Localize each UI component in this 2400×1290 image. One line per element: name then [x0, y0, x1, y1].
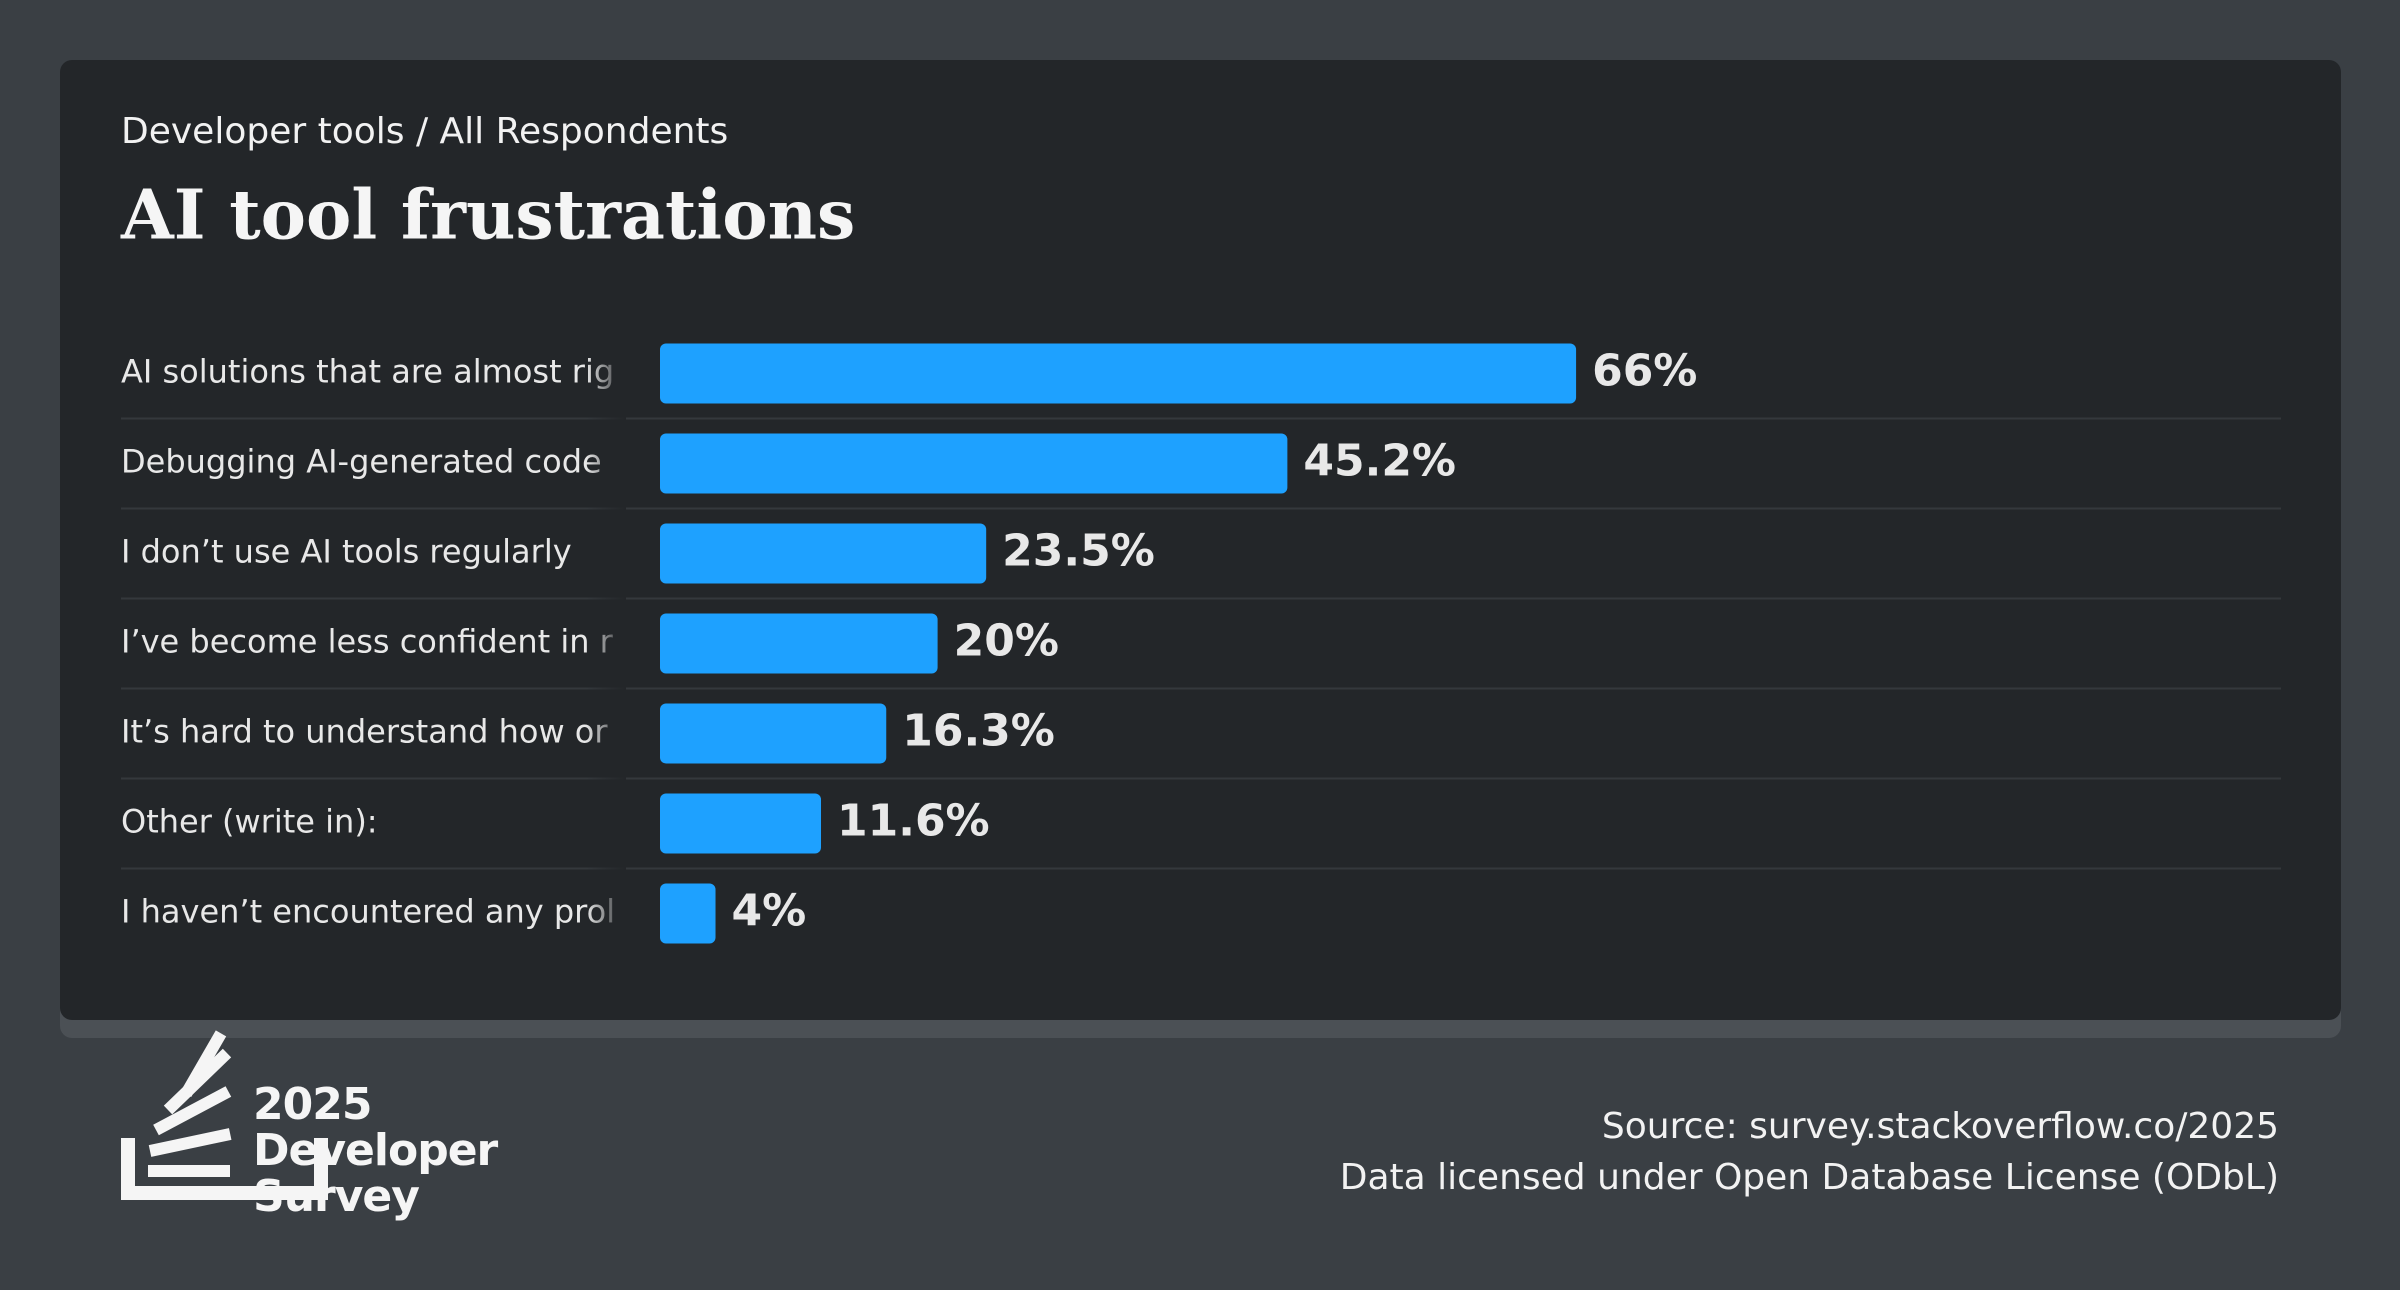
- bar: [660, 883, 716, 944]
- bar: [660, 523, 987, 584]
- category-label: I don’t use AI tools regularly: [121, 533, 572, 571]
- bar: [660, 703, 887, 764]
- category-label: I’ve become less confident in r: [121, 623, 614, 661]
- logo-bar: [153, 1086, 232, 1136]
- chart-title: AI tool frustrations: [120, 176, 855, 256]
- source: Source: survey.stackoverflow.co/2025: [1602, 1106, 2279, 1147]
- value-label: 45.2%: [1303, 436, 1456, 487]
- category-label: Debugging AI-generated code: [121, 443, 602, 481]
- license: Data licensed under Open Database Licens…: [1340, 1157, 2279, 1198]
- bar: [660, 793, 822, 854]
- value-label: 23.5%: [1002, 526, 1155, 577]
- card: [60, 60, 2341, 1020]
- logo-bar: [180, 1030, 227, 1097]
- value-label: 20%: [954, 616, 1059, 667]
- value-label: 66%: [1592, 346, 1697, 397]
- bar: [660, 343, 1577, 404]
- value-label: 11.6%: [837, 796, 990, 847]
- bar: [660, 613, 938, 674]
- logo-bar: [148, 1165, 230, 1177]
- bar: [660, 433, 1288, 494]
- value-label: 16.3%: [902, 706, 1055, 757]
- category-label: AI solutions that are almost rig: [121, 353, 614, 391]
- logo-tray: [121, 1138, 328, 1200]
- value-label: 4%: [732, 886, 807, 937]
- brand-line: Survey: [253, 1171, 419, 1222]
- brand-line: Developer: [253, 1125, 499, 1176]
- category-label: It’s hard to understand how or: [121, 713, 608, 751]
- logo-bar: [148, 1128, 232, 1157]
- category-label: Other (write in):: [121, 803, 378, 841]
- category-label: I haven’t encountered any prol: [121, 893, 615, 931]
- logo: [121, 1030, 328, 1200]
- subtitle: Developer tools / All Respondents: [121, 111, 728, 152]
- label-fade: [586, 340, 626, 980]
- brand-year: 2025: [253, 1079, 371, 1130]
- rows: AI solutions that are almost rig 66% Debug…: [121, 343, 2281, 944]
